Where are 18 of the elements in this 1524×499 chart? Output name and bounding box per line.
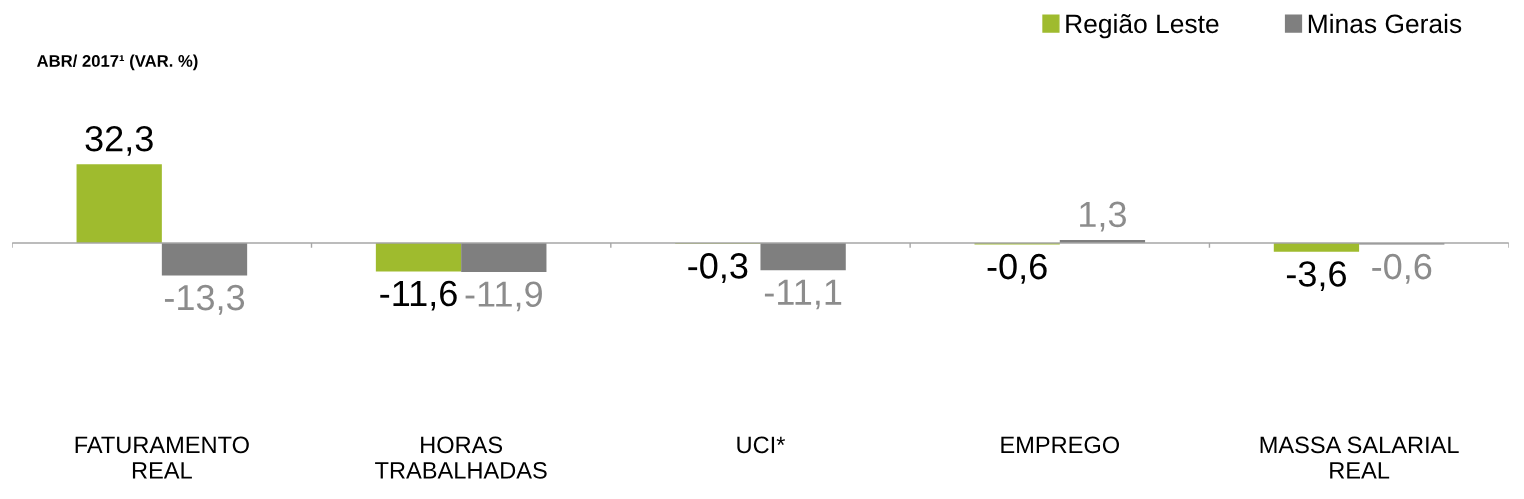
x-tick-label: HORAS TRABALHADAS: [375, 436, 547, 479]
data-label: -3,6: [1286, 261, 1346, 291]
x-tick-label: EMPREGO: [1001, 436, 1120, 454]
legend-label: Minas Gerais: [1308, 13, 1462, 34]
data-label: 32,3: [85, 125, 153, 156]
chart-title: ABR/ 2017¹ (VAR. %): [36, 54, 198, 71]
x-tick-label: MASSA SALARIAL REAL: [1260, 436, 1459, 479]
data-label: -11,9: [465, 281, 542, 312]
data-label: -0,3: [688, 253, 748, 283]
data-label: -0,6: [1372, 253, 1432, 284]
data-label: 1,3: [1080, 201, 1126, 232]
data-label: -11,6: [380, 280, 457, 311]
data-label: -0,6: [987, 253, 1047, 284]
legend-label: Região Leste: [1066, 13, 1219, 39]
x-tick-label: FATURAMENTO REAL: [75, 436, 249, 479]
data-label: -13,3: [164, 284, 245, 315]
x-tick-label: UCI*: [737, 436, 786, 454]
data-label: -11,1: [764, 279, 842, 310]
